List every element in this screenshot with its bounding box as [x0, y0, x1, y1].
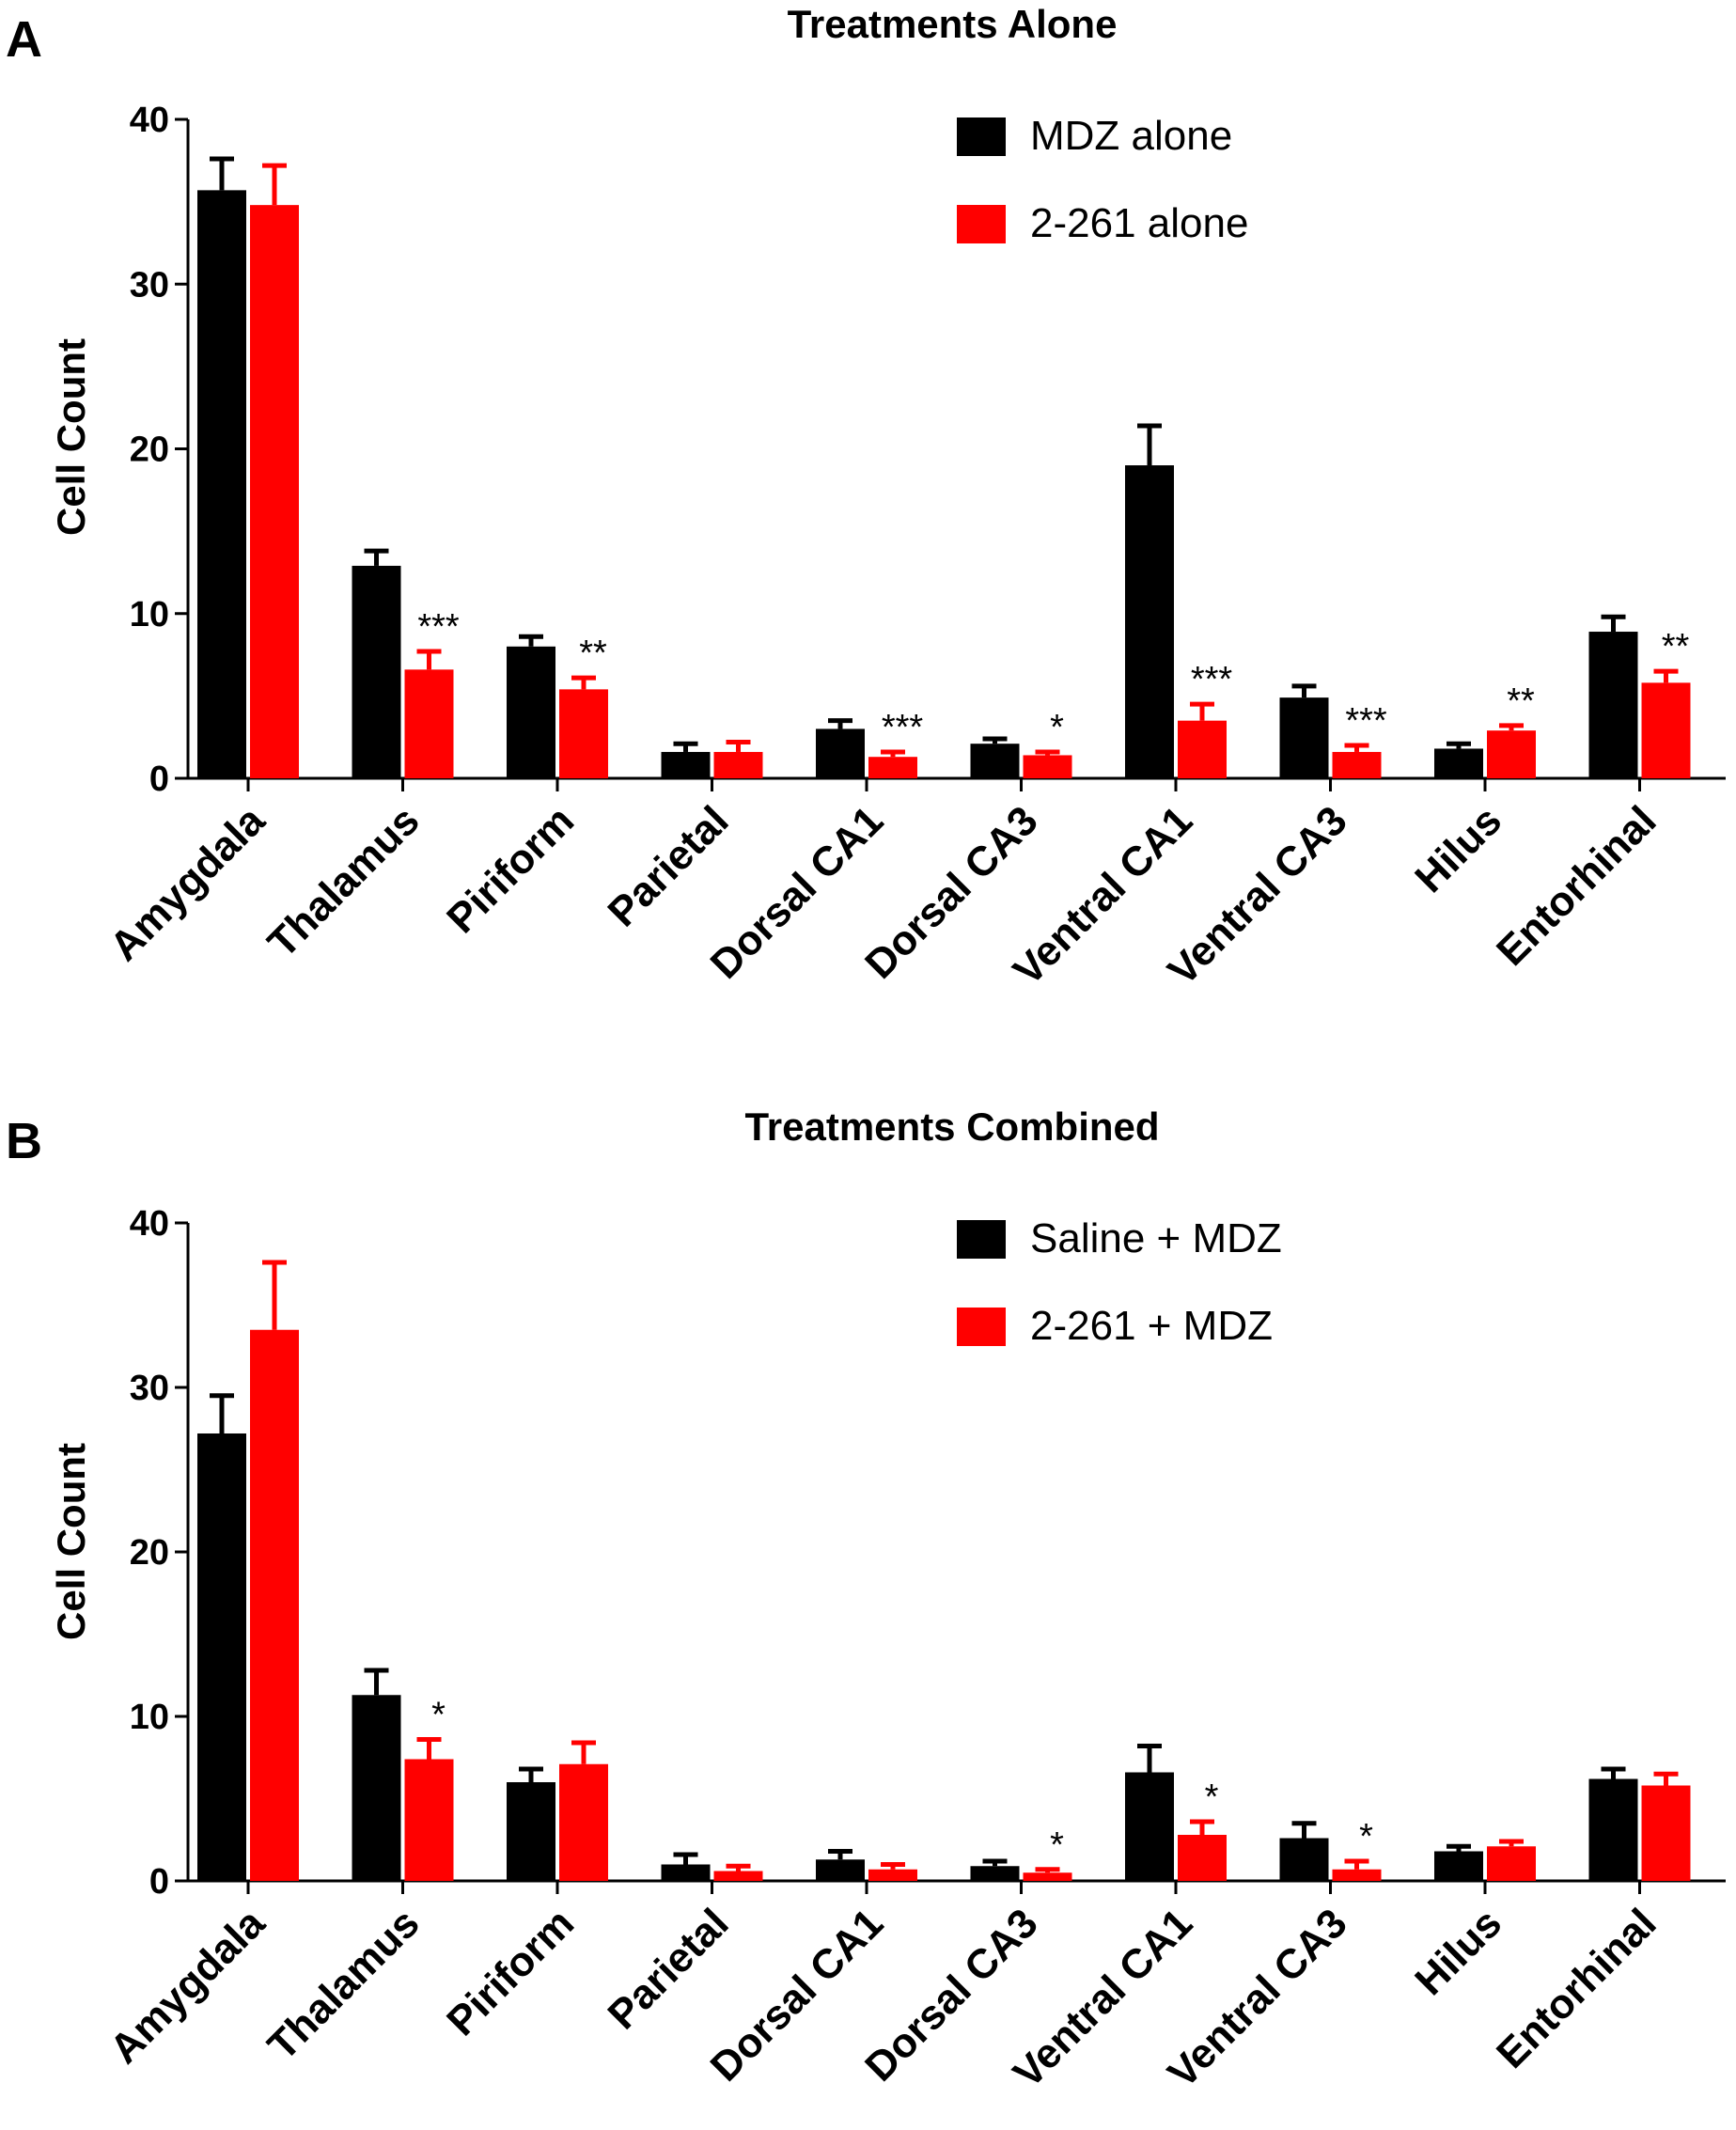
bar-series1 [352, 565, 401, 778]
bar-series1 [1434, 748, 1483, 778]
bar-series1 [970, 1866, 1020, 1881]
x-tick-label: Parietal [600, 797, 738, 935]
y-tick-label: 20 [130, 431, 169, 470]
bar-series1 [816, 1859, 865, 1881]
legend-swatch [957, 205, 1006, 243]
x-tick-label: Hilus [1406, 797, 1510, 901]
legend-label: Saline + MDZ [1030, 1215, 1282, 1261]
bar-series1 [816, 728, 865, 778]
significance-marker: ** [1662, 627, 1690, 666]
bar-series1 [1588, 1778, 1638, 1881]
significance-marker: * [1050, 708, 1064, 747]
bar-series1 [661, 1864, 711, 1881]
bar-series2 [1178, 720, 1227, 778]
bar-series1 [1279, 697, 1329, 778]
significance-marker: * [1205, 1778, 1219, 1817]
bar-series2 [713, 751, 763, 778]
legend-swatch [957, 117, 1006, 156]
bar-series2 [1641, 682, 1691, 778]
bar-series1 [197, 1433, 246, 1881]
panel-b-title: Treatments Combined [744, 1104, 1159, 1149]
bar-series1 [1434, 1851, 1483, 1881]
bar-series1 [1125, 1772, 1174, 1881]
bar-series1 [507, 646, 555, 778]
x-tick-label: Hilus [1406, 1900, 1510, 2004]
bar-series2 [250, 1329, 299, 1881]
bar-series2 [868, 1869, 917, 1881]
significance-marker: * [1050, 1825, 1064, 1865]
x-tick-label: Thalamus [259, 797, 429, 966]
y-tick-label: 10 [130, 1698, 169, 1737]
bar-series2 [1332, 1869, 1382, 1881]
significance-marker: * [431, 1696, 446, 1735]
y-tick-label: 0 [149, 1862, 169, 1902]
legend-label: 2-261 alone [1030, 200, 1248, 246]
significance-marker: *** [1345, 701, 1387, 741]
x-tick-label: Entorhinal [1488, 1900, 1665, 2076]
y-tick-label: 30 [130, 265, 169, 305]
panel-b: B Treatments Combined Cell Count 0 10 20 30… [6, 1104, 1726, 2097]
bar-series2 [713, 1871, 763, 1881]
bar-series2 [559, 1763, 608, 1881]
panel-b-label: B [6, 1113, 42, 1169]
y-tick-label: 40 [130, 1204, 169, 1244]
panel-a-label: A [6, 11, 42, 68]
significance-marker: *** [417, 607, 460, 647]
y-tick-label: 40 [130, 101, 169, 140]
bar-series2 [559, 689, 608, 778]
bar-series2 [404, 1759, 454, 1881]
x-tick-label: Piriform [438, 1900, 583, 2044]
panel-b-y-axis-label: Cell Count [49, 1443, 93, 1640]
bar-series1 [1279, 1838, 1329, 1881]
legend-label: 2-261 + MDZ [1030, 1303, 1273, 1349]
bar-series2 [868, 757, 917, 778]
x-tick-label: Entorhinal [1488, 797, 1665, 974]
panel-a-y-axis-label: Cell Count [49, 338, 93, 536]
x-tick-label: Thalamus [259, 1900, 429, 2069]
bar-series2 [1332, 751, 1382, 778]
x-tick-label: Parietal [600, 1900, 738, 2038]
legend-label: MDZ alone [1030, 113, 1232, 159]
legend-swatch [957, 1308, 1006, 1346]
y-tick-label: 20 [130, 1533, 169, 1573]
significance-marker: *** [1191, 660, 1233, 699]
bar-series1 [970, 744, 1020, 778]
y-tick-label: 0 [149, 760, 169, 799]
panel-a-title: Treatments Alone [788, 2, 1118, 46]
panel-a: A Treatments Alone Cell Count 0 10 20 30 40 A… [6, 2, 1726, 995]
significance-marker: *** [882, 708, 924, 747]
x-tick-label: Piriform [438, 797, 583, 942]
significance-marker: ** [579, 634, 607, 673]
bar-series1 [1588, 632, 1638, 778]
bar-series2 [1487, 730, 1536, 778]
x-tick-label: Amygdala [102, 1900, 274, 2073]
significance-marker: ** [1507, 681, 1535, 721]
bar-series1 [1125, 465, 1174, 778]
bar-series2 [1641, 1785, 1691, 1881]
bar-series1 [352, 1695, 401, 1881]
y-tick-label: 30 [130, 1369, 169, 1408]
bar-series1 [507, 1782, 555, 1881]
bar-series1 [661, 751, 711, 778]
bar-series2 [1023, 1872, 1072, 1881]
bar-series2 [1487, 1846, 1536, 1881]
bar-series2 [404, 669, 454, 778]
y-tick-label: 10 [130, 595, 169, 634]
bar-series2 [1023, 755, 1072, 778]
x-tick-label: Amygdala [102, 797, 274, 970]
bar-series1 [197, 190, 246, 779]
bar-series2 [250, 205, 299, 778]
legend-swatch [957, 1220, 1006, 1259]
bar-series2 [1178, 1835, 1227, 1881]
significance-marker: * [1359, 1817, 1373, 1856]
